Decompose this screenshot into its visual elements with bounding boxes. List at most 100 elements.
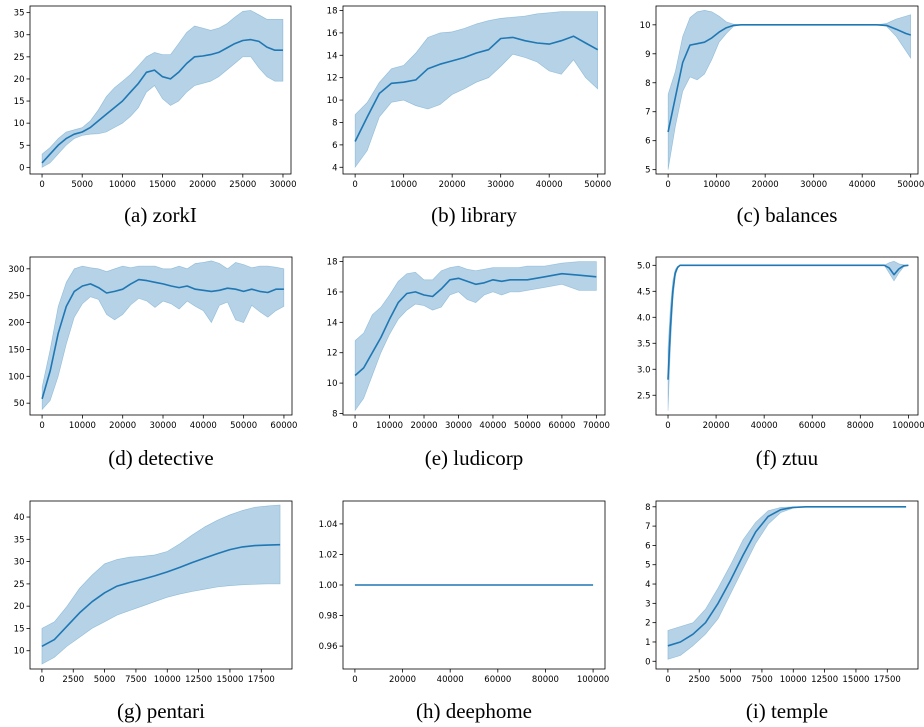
- y-tick-label: 3: [645, 599, 650, 609]
- axes-frame: [655, 256, 919, 416]
- axes-frame: [655, 5, 919, 175]
- mean-line: [41, 543, 281, 648]
- y-tick-label: 12: [327, 349, 338, 359]
- x-tick-label: 12500: [185, 675, 212, 685]
- x-tick-label: 17500: [874, 675, 901, 685]
- x-tick-label: 10000: [69, 421, 96, 431]
- confidence-band: [41, 504, 281, 665]
- x-tick-label: 70000: [583, 421, 610, 431]
- y-tick-label: 250: [8, 292, 24, 302]
- subplot-caption: (i) temple: [745, 699, 829, 723]
- y-tick-label: 6: [645, 137, 650, 147]
- mean-line: [354, 272, 597, 377]
- x-tick-label: 0: [665, 421, 670, 431]
- y-tick-label: 2.5: [637, 391, 651, 401]
- y-tick-label: 12: [327, 74, 338, 84]
- x-tick-label: 20000: [389, 675, 416, 685]
- x-tick-label: 50000: [897, 180, 924, 190]
- y-tick-label: 3.0: [637, 365, 651, 375]
- y-tick-label: 20: [14, 602, 25, 612]
- y-tick-label: 5: [645, 166, 650, 176]
- subplot-caption: (a) zorkI: [124, 203, 197, 227]
- x-tick-label: 0: [39, 421, 44, 431]
- x-tick-label: 15000: [842, 675, 869, 685]
- axes-frame: [342, 256, 606, 416]
- x-tick-label: 10000: [780, 675, 807, 685]
- y-tick-label: 14: [327, 318, 338, 328]
- x-tick-label: 40000: [751, 421, 778, 431]
- y-tick-label: 2: [645, 619, 650, 629]
- x-tick-label: 0: [665, 675, 670, 685]
- x-tick-label: 30000: [269, 180, 296, 190]
- x-tick-label: 15000: [149, 180, 176, 190]
- x-tick-label: 60000: [548, 421, 575, 431]
- y-tick-label: 100: [8, 372, 24, 382]
- subplot-caption: (b) library: [431, 203, 517, 227]
- y-tick-label: 25: [14, 580, 25, 590]
- y-tick-label: 1: [645, 638, 650, 648]
- y-tick-label: 8: [332, 118, 337, 128]
- x-tick-label: 5000: [71, 180, 93, 190]
- y-tick-label: 15: [14, 624, 25, 634]
- x-tick-label: 25000: [229, 180, 256, 190]
- y-tick-label: 7: [645, 522, 650, 532]
- x-tick-label: 0: [39, 180, 44, 190]
- x-tick-label: 100000: [577, 675, 609, 685]
- y-tick-label: 3.5: [637, 339, 651, 349]
- x-tick-label: 20000: [703, 421, 730, 431]
- y-tick-label: 10: [327, 96, 338, 106]
- x-tick-label: 20000: [189, 180, 216, 190]
- mean-line: [667, 505, 907, 647]
- mean-line: [41, 38, 283, 164]
- x-tick-label: 40000: [190, 421, 217, 431]
- x-tick-label: 30000: [445, 421, 472, 431]
- y-tick-label: 30: [14, 558, 25, 568]
- x-tick-label: 15000: [216, 675, 243, 685]
- y-tick-label: 4.0: [637, 313, 651, 323]
- subplot-caption: (d) detective: [108, 446, 214, 470]
- x-tick-label: 30000: [800, 180, 827, 190]
- x-tick-label: 0: [39, 675, 44, 685]
- y-tick-label: 9: [645, 50, 650, 60]
- x-tick-label: 10000: [376, 421, 403, 431]
- y-tick-label: 15: [14, 97, 25, 107]
- x-tick-label: 0: [352, 421, 357, 431]
- x-tick-label: 10000: [703, 180, 730, 190]
- subplot-caption: (h) deephome: [415, 699, 533, 723]
- x-tick-label: 50000: [514, 421, 541, 431]
- x-tick-label: 0: [352, 180, 357, 190]
- y-tick-label: 16: [327, 288, 338, 298]
- x-tick-label: 10000: [154, 675, 181, 685]
- x-tick-label: 80000: [532, 675, 559, 685]
- x-tick-label: 40000: [479, 421, 506, 431]
- x-tick-label: 2500: [688, 675, 710, 685]
- x-tick-label: 0: [352, 675, 357, 685]
- axes-frame: [29, 500, 293, 670]
- x-tick-label: 60000: [799, 421, 826, 431]
- y-tick-label: 0: [19, 163, 24, 173]
- y-tick-label: 1.02: [319, 550, 338, 560]
- y-tick-label: 10: [14, 647, 25, 657]
- y-tick-label: 20: [14, 75, 25, 85]
- mean-line: [667, 264, 909, 380]
- x-tick-label: 2500: [62, 675, 84, 685]
- y-tick-label: 7: [645, 108, 650, 118]
- y-tick-label: 0.96: [319, 642, 338, 652]
- y-tick-label: 4: [332, 163, 337, 173]
- y-tick-label: 35: [14, 535, 25, 545]
- x-tick-label: 10000: [109, 180, 136, 190]
- x-tick-label: 20000: [439, 180, 466, 190]
- y-tick-label: 6: [645, 541, 650, 551]
- confidence-band: [354, 261, 597, 412]
- x-tick-label: 7500: [125, 675, 147, 685]
- y-tick-label: 25: [14, 53, 25, 63]
- confidence-band: [354, 11, 598, 169]
- mean-line: [354, 35, 599, 142]
- y-tick-label: 16: [327, 29, 338, 39]
